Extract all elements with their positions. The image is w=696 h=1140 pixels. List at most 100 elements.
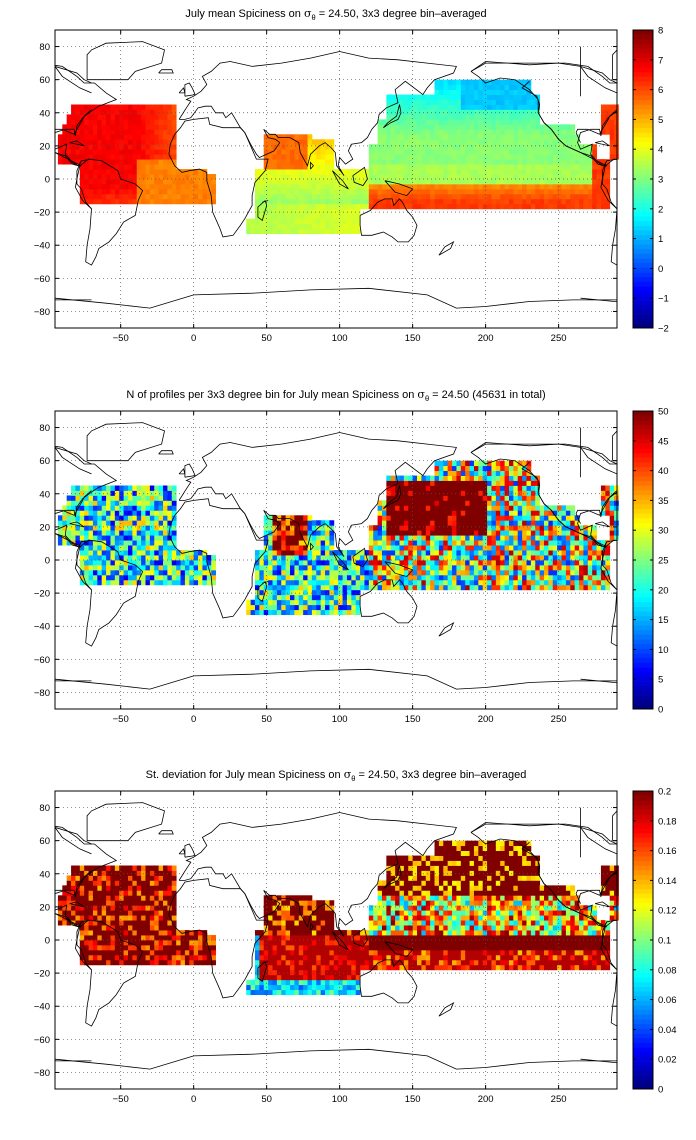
heatmap-cell	[487, 164, 492, 170]
heatmap-cell	[412, 134, 418, 140]
heatmap-cell	[62, 525, 68, 531]
heatmap-cell	[84, 569, 89, 576]
heatmap-cell	[377, 193, 383, 200]
heatmap-cell	[84, 174, 89, 180]
heatmap-cell	[425, 584, 431, 591]
heatmap-cell	[136, 485, 142, 491]
heatmap-cell	[500, 490, 505, 496]
heatmap-cell	[456, 114, 462, 120]
heatmap-cell	[504, 475, 510, 481]
heatmap-cell	[114, 525, 120, 531]
heatmap-cell	[123, 525, 129, 531]
heatmap-cell	[438, 144, 444, 150]
heatmap-cell	[456, 119, 462, 125]
heatmap-cell	[320, 174, 326, 180]
heatmap-cell	[351, 584, 357, 591]
heatmap-cell	[487, 500, 492, 506]
heatmap-cell	[167, 495, 173, 501]
heatmap-cell	[285, 560, 291, 566]
heatmap-cell	[504, 490, 510, 496]
heatmap-cell	[456, 520, 462, 526]
heatmap-cell	[438, 540, 444, 546]
heatmap-cell	[285, 569, 291, 576]
heatmap-cell	[158, 129, 164, 135]
heatmap-cell	[110, 555, 116, 561]
heatmap-cell	[263, 218, 269, 225]
heatmap-cell	[557, 188, 562, 195]
colorbar-segment	[633, 606, 653, 612]
heatmap-cell	[307, 555, 313, 561]
heatmap-cell	[605, 560, 611, 566]
heatmap-cell	[395, 555, 400, 561]
heatmap-cell	[373, 203, 378, 210]
heatmap-cell	[123, 510, 129, 516]
heatmap-cell	[386, 574, 392, 581]
heatmap-cell	[600, 550, 606, 556]
heatmap-cell	[145, 525, 151, 531]
heatmap-cell	[570, 520, 576, 526]
heatmap-cell	[403, 579, 409, 586]
heatmap-cell	[84, 579, 89, 586]
heatmap-cell	[97, 174, 103, 180]
heatmap-cell	[421, 564, 427, 571]
heatmap-cell	[403, 584, 409, 591]
heatmap-cell	[443, 169, 449, 175]
heatmap-cell	[88, 579, 94, 586]
heatmap-cell	[478, 84, 484, 90]
coastline	[262, 200, 269, 203]
panel-1: July mean Spiciness on σθ = 24.50, 3x3 d…	[34, 7, 669, 344]
heatmap-cell	[285, 149, 291, 155]
heatmap-cell	[127, 485, 133, 491]
heatmap-cell	[84, 935, 89, 941]
heatmap-cell	[495, 495, 501, 501]
heatmap-cell	[557, 535, 562, 541]
heatmap-cell	[552, 164, 558, 170]
heatmap-cell	[211, 564, 216, 571]
heatmap-cell	[110, 530, 116, 536]
heatmap-cell	[110, 560, 116, 566]
heatmap-cell	[544, 139, 549, 145]
heatmap-cell	[272, 515, 278, 521]
heatmap-cell	[298, 179, 304, 185]
heatmap-cell	[548, 183, 554, 190]
heatmap-cell	[127, 134, 133, 140]
heatmap-cell	[535, 475, 541, 481]
y-tick-label: −20	[34, 208, 50, 219]
heatmap-cell	[110, 579, 116, 586]
heatmap-cell	[452, 584, 457, 591]
heatmap-cell	[452, 550, 457, 556]
heatmap-cell	[71, 910, 76, 916]
heatmap-cell	[110, 564, 116, 571]
heatmap-cell	[158, 169, 164, 175]
heatmap-cell	[71, 895, 76, 901]
heatmap-cell	[79, 535, 85, 541]
heatmap-cell	[430, 154, 435, 160]
heatmap-cell	[443, 119, 449, 125]
heatmap-cell	[473, 159, 479, 165]
heatmap-cell	[592, 579, 597, 586]
heatmap-cell	[290, 525, 295, 531]
heatmap-cell	[294, 183, 300, 190]
heatmap-cell	[167, 500, 173, 506]
heatmap-cell	[325, 564, 330, 571]
heatmap-cell	[460, 475, 466, 481]
heatmap-cell	[198, 179, 203, 185]
heatmap-cell	[478, 169, 484, 175]
heatmap-cell	[119, 569, 125, 576]
heatmap-cell	[408, 154, 414, 160]
heatmap-cell	[75, 104, 81, 110]
heatmap-cell	[106, 515, 111, 521]
heatmap-cell	[500, 99, 505, 105]
heatmap-cell	[513, 540, 519, 546]
heatmap-cell	[557, 134, 562, 140]
heatmap-cell	[263, 228, 269, 235]
heatmap-cell	[88, 179, 94, 185]
heatmap-cell	[465, 560, 470, 566]
heatmap-cell	[517, 510, 523, 516]
heatmap-cell	[579, 169, 584, 175]
heatmap-cell	[281, 174, 287, 180]
heatmap-cell	[513, 480, 519, 486]
heatmap-cell	[473, 545, 479, 551]
heatmap-cell	[522, 510, 527, 516]
heatmap-cell	[272, 203, 278, 210]
